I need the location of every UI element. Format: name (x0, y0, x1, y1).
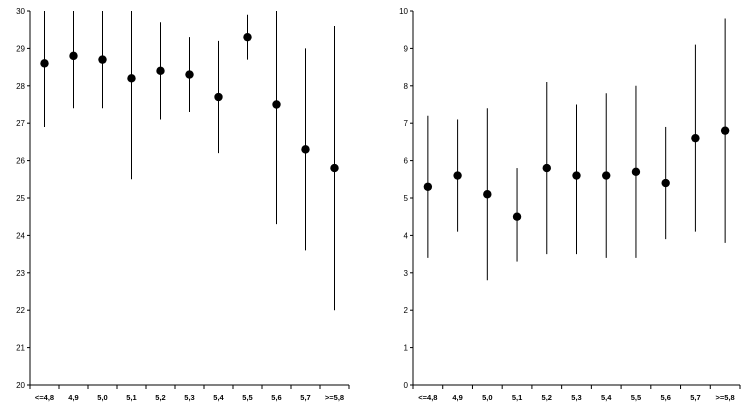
data-point (69, 51, 78, 61)
data-point (542, 163, 551, 173)
data-point (631, 167, 641, 177)
y-tick-label: 7 (404, 119, 409, 128)
data-point (572, 171, 581, 180)
y-tick-label: 5 (404, 194, 409, 203)
data-point (214, 92, 223, 102)
x-tick-label: 5,3 (184, 393, 194, 402)
y-tick-label: 25 (16, 194, 25, 203)
x-tick-label: >=5,8 (325, 393, 344, 402)
y-tick-label: 24 (16, 231, 25, 240)
x-tick-label: 5,2 (155, 393, 165, 402)
data-point (127, 74, 136, 83)
y-tick-label: 26 (16, 157, 25, 166)
y-tick-label: 6 (404, 157, 409, 166)
x-tick-label: 5,1 (512, 393, 522, 402)
data-point (691, 133, 700, 143)
data-point (156, 66, 165, 76)
data-point (185, 70, 194, 79)
y-tick-label: 2 (404, 306, 409, 315)
x-tick-label: 5,2 (542, 393, 552, 402)
data-point (423, 182, 433, 191)
data-point (98, 55, 107, 64)
x-tick-label: 5,6 (271, 393, 281, 402)
data-point (720, 126, 730, 135)
x-tick-label: 5,0 (482, 393, 492, 402)
y-tick-label: 9 (404, 44, 409, 53)
y-tick-label: 4 (404, 231, 409, 240)
y-tick-label: 3 (404, 269, 409, 278)
x-tick-label: 5,6 (660, 393, 670, 402)
y-tick-label: 23 (16, 269, 25, 278)
data-point (40, 59, 49, 68)
y-tick-label: 20 (16, 381, 25, 390)
x-tick-label: <=4,8 (35, 393, 54, 402)
data-point (301, 145, 310, 154)
y-tick-label: 28 (16, 82, 25, 91)
x-tick-label: 5,7 (690, 393, 700, 402)
y-tick-label: 27 (16, 119, 25, 128)
x-tick-label: 5,0 (97, 393, 107, 402)
y-tick-label: 1 (404, 344, 409, 353)
y-tick-label: 0 (404, 381, 409, 390)
x-tick-label: 5,1 (126, 393, 136, 402)
data-point (243, 32, 252, 42)
y-tick-label: 10 (399, 7, 408, 16)
x-tick-label: 5,4 (213, 393, 224, 402)
data-point (272, 100, 281, 109)
x-tick-label: 5,5 (631, 393, 641, 402)
x-tick-label: 5,5 (242, 393, 252, 402)
y-tick-label: 30 (16, 7, 25, 16)
y-tick-label: 21 (16, 344, 25, 353)
y-tick-label: 8 (404, 82, 409, 91)
x-tick-label: 4,9 (452, 393, 462, 402)
x-tick-label: >=5,8 (716, 393, 735, 402)
data-point (512, 212, 522, 221)
data-point (661, 178, 670, 188)
x-tick-label: 4,9 (68, 393, 78, 402)
x-tick-label: 5,4 (601, 393, 612, 402)
x-tick-label: 5,3 (571, 393, 581, 402)
data-point (483, 190, 492, 199)
y-tick-label: 22 (16, 306, 25, 315)
x-tick-label: <=4,8 (418, 393, 437, 402)
data-point (602, 171, 611, 180)
data-point (330, 163, 339, 173)
data-point (453, 171, 462, 180)
y-tick-label: 29 (16, 44, 25, 53)
x-tick-label: 5,7 (300, 393, 310, 402)
